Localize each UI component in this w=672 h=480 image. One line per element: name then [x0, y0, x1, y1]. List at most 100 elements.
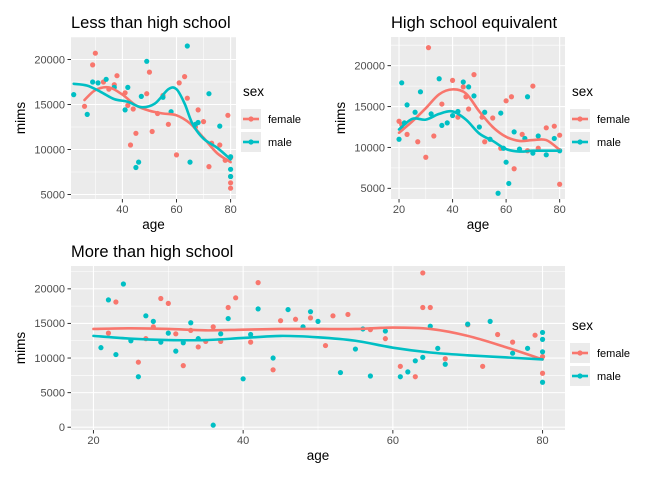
point-male: [442, 361, 448, 367]
y-tick-label: 10000: [34, 144, 65, 156]
point-male: [135, 374, 141, 380]
point-female: [420, 304, 426, 311]
point-female: [503, 98, 509, 104]
legend-label-male: male: [597, 137, 621, 149]
point-female: [412, 374, 418, 380]
point-male: [539, 329, 546, 336]
point-male: [143, 313, 149, 319]
point-male: [120, 281, 126, 287]
point-female: [184, 95, 190, 101]
legend-point-female: [577, 116, 583, 122]
point-female: [144, 91, 150, 97]
point-male: [285, 306, 291, 313]
point-male: [195, 119, 201, 126]
point-male: [439, 122, 445, 128]
point-female: [322, 342, 329, 349]
point-female: [227, 185, 234, 191]
point-male: [396, 136, 402, 142]
x-tick-label: 20: [393, 204, 405, 216]
point-female: [292, 316, 299, 322]
legend-label-female: female: [597, 348, 630, 360]
point-male: [113, 351, 119, 358]
smooth-line-male: [397, 109, 561, 153]
point-male: [270, 355, 276, 361]
point-male: [315, 318, 321, 324]
point-female: [165, 121, 171, 127]
point-male: [255, 306, 261, 312]
point-female: [330, 313, 336, 319]
point-male: [460, 79, 466, 85]
point-male: [404, 102, 410, 108]
point-male: [412, 358, 418, 364]
legend-title: sex: [572, 84, 593, 99]
point-female: [255, 280, 261, 286]
point-male: [539, 336, 546, 342]
point-female: [195, 344, 201, 350]
point-male: [510, 350, 516, 356]
point-male: [136, 159, 142, 165]
legend-title: sex: [572, 318, 593, 333]
point-female: [182, 74, 188, 80]
point-male: [412, 109, 418, 115]
point-female: [480, 363, 486, 369]
chart-title: High school equivalent: [391, 14, 557, 32]
point-male: [435, 345, 441, 351]
plot-panel: [71, 37, 236, 199]
point-male: [133, 164, 139, 171]
point-male: [551, 135, 557, 142]
point-male: [428, 111, 434, 117]
point-female: [92, 50, 98, 56]
legend-title: sex: [243, 84, 264, 99]
point-male: [420, 354, 426, 360]
point-female: [105, 330, 112, 336]
point-female: [176, 80, 182, 86]
point-female: [81, 103, 88, 109]
point-male: [165, 330, 171, 336]
point-male: [382, 328, 388, 334]
legend: sex female male: [241, 84, 301, 152]
x-axis-title: age: [142, 217, 165, 232]
point-male: [399, 80, 405, 86]
point-female: [217, 142, 223, 148]
point-male: [444, 120, 450, 126]
point-female: [532, 332, 538, 338]
point-male: [449, 112, 456, 119]
point-male: [465, 321, 471, 327]
chart-title: More than high school: [71, 243, 233, 261]
x-tick-label: 60: [500, 204, 512, 216]
point-male: [506, 180, 512, 187]
legend: sex female male: [570, 318, 630, 386]
point-male: [125, 84, 131, 90]
point-female: [125, 102, 131, 108]
y-tick-label: 20000: [354, 60, 385, 72]
y-tick-label: 0: [59, 422, 65, 434]
point-male: [498, 110, 504, 116]
smooth-line-male: [72, 82, 232, 161]
point-female: [530, 83, 536, 89]
y-axis-title: mims: [13, 332, 28, 364]
point-female: [133, 130, 139, 136]
x-tick-label: 20: [87, 435, 99, 447]
point-female: [165, 300, 171, 306]
point-male: [503, 159, 509, 165]
y-tick-label: 5000: [361, 183, 385, 195]
point-male: [367, 373, 373, 379]
point-female: [466, 106, 472, 112]
point-male: [466, 84, 472, 90]
x-tick-label: 80: [224, 204, 236, 216]
point-male: [90, 79, 96, 85]
legend-point-male: [248, 139, 254, 145]
y-tick-label: 15000: [34, 99, 65, 111]
smooth-line-female: [397, 88, 561, 152]
point-male: [511, 129, 517, 135]
point-male: [539, 379, 546, 385]
point-female: [382, 336, 388, 342]
point-female: [135, 359, 141, 365]
point-male: [144, 58, 150, 64]
point-male: [206, 91, 212, 97]
point-female: [519, 131, 525, 137]
point-male: [436, 76, 442, 82]
point-female: [557, 181, 563, 187]
point-male: [543, 152, 549, 158]
